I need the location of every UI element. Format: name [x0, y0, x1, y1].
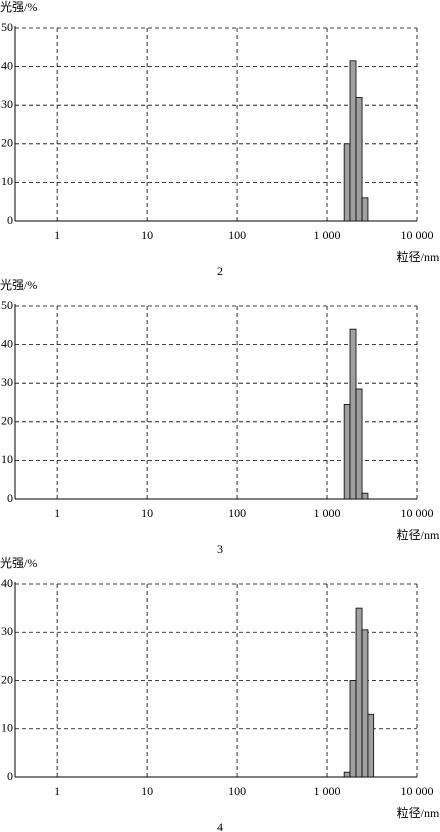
x-tick-label: 1 000: [314, 784, 341, 798]
y-tick-label: 30: [1, 375, 13, 389]
bar: [343, 143, 351, 222]
x-tick-label: 10: [141, 506, 153, 520]
x-tick-label: 10: [141, 228, 153, 242]
y-tick-label: 20: [1, 672, 13, 686]
bar: [349, 60, 357, 222]
x-tick-label: 1: [54, 228, 60, 242]
caption: 2: [217, 264, 223, 278]
x-tick-label: 100: [228, 228, 246, 242]
x-tick-label: 10: [141, 784, 153, 798]
x-tick-label: 1 000: [314, 228, 341, 242]
bar: [355, 388, 363, 500]
y-tick-label: 40: [1, 336, 13, 350]
bar: [367, 713, 375, 778]
y-tick-label: 10: [1, 174, 13, 188]
x-tick-label: 100: [228, 784, 246, 798]
x-axis-label: 粒径/nm: [397, 527, 440, 542]
bar: [355, 97, 363, 222]
x-tick-label: 10 000: [401, 228, 434, 242]
bar: [343, 771, 351, 778]
y-tick-label: 0: [7, 769, 13, 783]
y-tick-label: 20: [1, 136, 13, 150]
y-tick-label: 10: [1, 452, 13, 466]
x-axis-label: 粒径/nm: [397, 805, 440, 820]
bar: [349, 680, 357, 778]
x-axis-label: 粒径/nm: [397, 249, 440, 264]
x-tick-label: 100: [228, 506, 246, 520]
bar: [355, 607, 363, 778]
y-tick-label: 30: [1, 624, 13, 638]
y-tick-label: 0: [7, 213, 13, 227]
y-axis-label: 光强/%: [0, 0, 37, 14]
caption: 3: [217, 542, 223, 556]
y-axis-label: 光强/%: [0, 556, 37, 570]
bar: [343, 404, 351, 500]
y-tick-label: 20: [1, 414, 13, 428]
y-tick-label: 40: [1, 576, 13, 590]
x-tick-label: 10 000: [401, 506, 434, 520]
x-tick-label: 1 000: [314, 506, 341, 520]
bar: [361, 197, 369, 222]
y-tick-label: 30: [1, 97, 13, 111]
y-tick-label: 50: [1, 20, 13, 34]
y-tick-label: 0: [7, 491, 13, 505]
x-tick-label: 10 000: [401, 784, 434, 798]
y-tick-label: 10: [1, 721, 13, 735]
bar: [349, 328, 357, 500]
bar: [361, 492, 369, 500]
bar: [361, 629, 369, 778]
y-tick-label: 50: [1, 298, 13, 312]
x-tick-label: 1: [54, 506, 60, 520]
y-tick-label: 40: [1, 58, 13, 72]
x-tick-label: 1: [54, 784, 60, 798]
caption: 4: [217, 820, 223, 832]
y-axis-label: 光强/%: [0, 278, 37, 292]
